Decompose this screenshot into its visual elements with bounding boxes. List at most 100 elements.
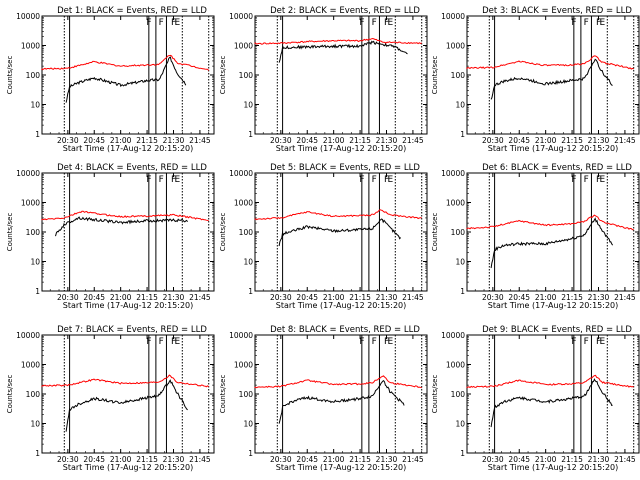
flag-label: F	[571, 18, 576, 28]
plot-frame	[41, 15, 215, 135]
y-tick-label: 10	[30, 420, 40, 429]
y-tick-label: 1	[35, 449, 40, 458]
x-tick-label: 21:45	[614, 136, 636, 145]
x-tick-label: 21:30	[163, 455, 185, 464]
y-tick-label: 1000	[21, 42, 40, 51]
series-line-events	[65, 379, 188, 432]
x-axis-label: Start Time (17-Aug-12 20:15:20)	[276, 463, 407, 472]
x-tick-label: 21:45	[402, 455, 424, 464]
x-tick-label: 21:45	[402, 136, 424, 145]
flag-label: E	[174, 337, 180, 347]
flag-label: F	[372, 337, 377, 347]
y-tick-label: 1	[35, 287, 40, 296]
chart-panel-5: Det 5: BLACK = Events, RED = LLD 1 10 100 10…	[219, 163, 428, 310]
y-tick-label: 10000	[229, 12, 253, 21]
flag-label: F	[146, 337, 151, 347]
x-tick-label: 21:15	[349, 455, 371, 464]
plot-frame	[41, 172, 215, 292]
y-tick-label: 100	[239, 390, 254, 399]
flag-label: F	[372, 175, 377, 185]
y-tick-label: 1	[460, 449, 465, 458]
y-tick-label: 10	[455, 420, 465, 429]
flag-label: F	[596, 18, 601, 28]
y-tick-label: 1000	[446, 361, 465, 370]
series-line-lld	[466, 374, 634, 389]
chart-panel-9: Det 9: BLACK = Events, RED = LLD 1 10 100 10…	[431, 325, 640, 472]
y-axis-label: Counts/sec	[219, 375, 227, 414]
x-tick-label: 21:00	[535, 136, 557, 145]
plot-frame	[254, 334, 428, 454]
flag-label: F	[359, 175, 364, 185]
series-line-lld	[466, 55, 634, 70]
x-tick-label: 21:00	[535, 455, 557, 464]
y-tick-label: 1	[460, 130, 465, 139]
series-line-events	[490, 378, 613, 428]
y-axis-label: Counts/sec	[6, 375, 14, 414]
chart-title: Det 7: BLACK = Events, RED = LLD	[57, 325, 207, 335]
y-tick-label: 10000	[441, 331, 465, 340]
chart-title: Det 4: BLACK = Events, RED = LLD	[57, 163, 207, 173]
flag-label: F	[571, 337, 576, 347]
chart-panel-6: Det 6: BLACK = Events, RED = LLD 1 10 100 10…	[431, 163, 640, 310]
x-tick-label: 20:30	[482, 293, 504, 302]
flag-label: F	[384, 18, 389, 28]
y-tick-label: 1000	[446, 199, 465, 208]
x-tick-label: 21:00	[110, 455, 132, 464]
x-tick-label: 20:30	[270, 293, 292, 302]
x-axis-label: Start Time (17-Aug-12 20:15:20)	[63, 301, 194, 310]
plot-frame	[254, 15, 428, 135]
y-tick-label: 10	[455, 101, 465, 110]
y-tick-label: 1	[248, 449, 253, 458]
y-tick-label: 10000	[441, 169, 465, 178]
flag-label: F	[359, 18, 364, 28]
flag-label: E	[174, 18, 180, 28]
y-tick-label: 100	[451, 228, 466, 237]
series-line-lld	[466, 214, 634, 231]
x-tick-label: 21:30	[376, 293, 398, 302]
y-tick-label: 10	[243, 420, 253, 429]
flag-label: F	[584, 337, 589, 347]
plot-frame	[466, 334, 640, 454]
flag-label: F	[171, 175, 176, 185]
flag-label: E	[599, 337, 605, 347]
y-tick-label: 1000	[234, 42, 253, 51]
series-line-lld	[254, 209, 422, 221]
x-tick-label: 21:00	[323, 293, 345, 302]
x-tick-label: 21:45	[189, 455, 211, 464]
flag-label: F	[159, 175, 164, 185]
series-line-events	[65, 56, 187, 103]
plot-frame	[466, 172, 640, 292]
y-axis-label: Counts/sec	[219, 213, 227, 252]
x-tick-label: 21:15	[349, 136, 371, 145]
flag-label: F	[584, 175, 589, 185]
x-tick-label: 21:00	[323, 136, 345, 145]
chart-panel-1: Det 1: BLACK = Events, RED = LLD 1 10 100 10…	[6, 6, 215, 153]
series-line-events	[55, 216, 188, 237]
x-tick-label: 21:30	[588, 293, 610, 302]
flag-label: F	[171, 18, 176, 28]
flag-label: F	[146, 18, 151, 28]
x-tick-label: 21:00	[110, 136, 132, 145]
y-tick-label: 1000	[234, 361, 253, 370]
y-axis-label: Counts/sec	[6, 213, 14, 252]
x-tick-label: 20:30	[57, 136, 79, 145]
x-tick-label: 21:45	[402, 293, 424, 302]
flag-label: F	[359, 337, 364, 347]
chart-title: Det 8: BLACK = Events, RED = LLD	[270, 325, 420, 335]
flag-label: E	[387, 18, 393, 28]
y-tick-label: 100	[239, 228, 254, 237]
series-line-lld	[41, 374, 209, 388]
y-tick-label: 1000	[21, 199, 40, 208]
y-tick-label: 100	[26, 390, 41, 399]
x-tick-label: 20:45	[508, 136, 530, 145]
x-axis-label: Start Time (17-Aug-12 20:15:20)	[276, 301, 407, 310]
flag-label: E	[174, 175, 180, 185]
x-tick-label: 21:30	[588, 136, 610, 145]
chart-title: Det 2: BLACK = Events, RED = LLD	[270, 6, 420, 16]
y-tick-label: 1	[248, 130, 253, 139]
chart-panel-4: Det 4: BLACK = Events, RED = LLD 1 10 100 10…	[6, 163, 215, 310]
series-line-lld	[41, 210, 209, 222]
y-tick-label: 100	[26, 71, 41, 80]
x-tick-label: 21:45	[189, 293, 211, 302]
